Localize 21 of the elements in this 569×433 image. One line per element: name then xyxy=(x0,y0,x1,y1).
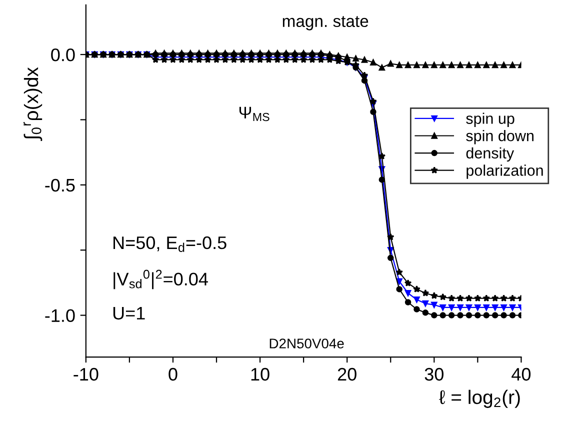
legend-label: polarization xyxy=(466,164,543,179)
legend-label: spin up xyxy=(466,112,514,127)
x-tick-label: -10 xyxy=(74,368,98,381)
y-tick-label: 0.0 xyxy=(51,48,75,62)
x-axis-title: ℓ = log$_{2}$(r) xyxy=(439,390,520,408)
annotation: U=1 xyxy=(113,307,145,320)
annotation: N=50, E$_{d}$=-0.5 xyxy=(114,236,226,252)
y-tick-label: -1.0 xyxy=(45,309,75,322)
annotation: |V$_{sd}$$^{0}$|$^{2}$=0.04 xyxy=(114,270,208,290)
x-tick-label: 0 xyxy=(168,368,178,381)
x-tick-label: 20 xyxy=(338,368,356,381)
annotation: D2N50V04e xyxy=(270,338,344,348)
y-axis-title: ∫$_{0}$$^{r}$ρ(x)dx xyxy=(24,67,42,142)
x-tick-label: 40 xyxy=(512,368,531,381)
x-tick-label: 30 xyxy=(424,368,444,381)
x-tick-label: 10 xyxy=(251,368,270,381)
annotation: Ψ$_{MS}$ xyxy=(239,106,270,122)
y-tick-label: -0.5 xyxy=(45,178,75,192)
annotation: magn. state xyxy=(282,16,368,30)
legend-label: spin down xyxy=(466,130,534,144)
legend-label: density xyxy=(466,147,514,162)
